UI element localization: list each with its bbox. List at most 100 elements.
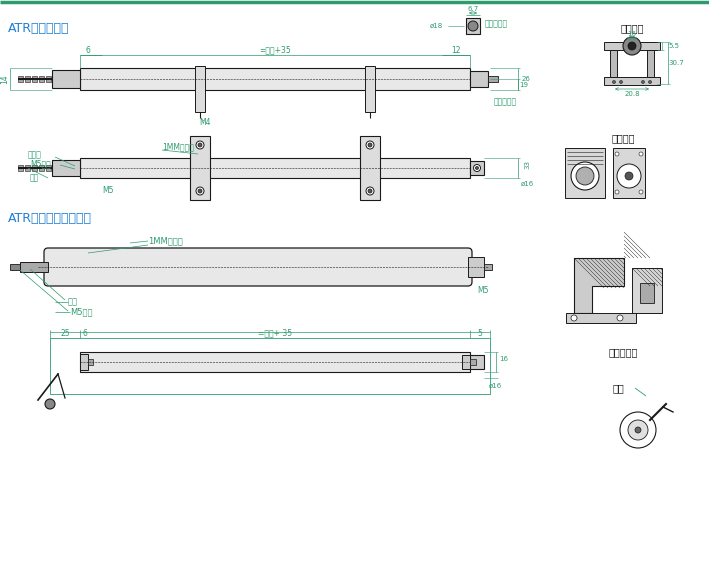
Text: ATR安装尺寸图: ATR安装尺寸图 <box>8 21 69 34</box>
Bar <box>52 160 80 176</box>
Text: 5: 5 <box>478 329 482 338</box>
Circle shape <box>571 315 577 321</box>
Bar <box>25 165 30 171</box>
Bar <box>52 70 80 88</box>
Bar <box>10 264 20 270</box>
Bar <box>195 66 205 112</box>
Bar <box>39 165 44 171</box>
Bar <box>468 257 484 277</box>
Text: 33: 33 <box>524 159 530 168</box>
Bar <box>360 136 380 200</box>
Text: 平垒片: 平垒片 <box>28 150 42 159</box>
Text: ø18: ø18 <box>430 23 443 29</box>
Circle shape <box>468 21 478 31</box>
Text: M5螺母: M5螺母 <box>70 307 92 316</box>
Bar <box>632 268 662 313</box>
Bar <box>640 283 654 303</box>
Text: M4: M4 <box>199 117 211 126</box>
Bar <box>470 359 476 365</box>
Bar <box>565 148 605 198</box>
Text: 铝合金支架: 铝合金支架 <box>608 347 637 357</box>
Text: 电线: 电线 <box>613 383 625 393</box>
Circle shape <box>649 80 652 84</box>
Circle shape <box>198 189 202 193</box>
Text: 16: 16 <box>500 356 508 362</box>
Circle shape <box>617 164 641 188</box>
Text: （直出线）: （直出线） <box>484 20 508 29</box>
Bar <box>610 50 617 77</box>
Bar <box>604 42 660 50</box>
Text: 16: 16 <box>627 31 637 37</box>
Circle shape <box>639 152 643 156</box>
Bar <box>20 262 48 272</box>
Bar <box>462 355 470 369</box>
Circle shape <box>620 412 656 448</box>
Circle shape <box>639 190 643 194</box>
Text: 25: 25 <box>60 329 69 338</box>
Circle shape <box>45 399 55 409</box>
Circle shape <box>635 427 641 433</box>
Bar <box>50 338 490 394</box>
Circle shape <box>366 141 374 149</box>
Circle shape <box>576 167 594 185</box>
Text: M5: M5 <box>477 286 489 295</box>
Circle shape <box>571 162 599 190</box>
Bar <box>613 148 645 198</box>
Text: 1MM胶垒片: 1MM胶垒片 <box>162 142 194 151</box>
Bar <box>604 77 660 85</box>
Circle shape <box>198 143 202 147</box>
Bar <box>566 313 636 323</box>
Text: 19: 19 <box>520 81 528 88</box>
Text: 6: 6 <box>82 329 87 338</box>
Text: ø16: ø16 <box>489 383 502 389</box>
Bar <box>25 76 30 82</box>
Bar <box>88 359 93 365</box>
Text: 五金支架: 五金支架 <box>620 23 644 33</box>
Circle shape <box>620 80 623 84</box>
Text: =型号+ 35: =型号+ 35 <box>258 329 292 338</box>
Text: 14: 14 <box>1 74 9 84</box>
Text: 20.8: 20.8 <box>624 91 640 97</box>
Circle shape <box>474 164 481 172</box>
FancyBboxPatch shape <box>44 248 472 286</box>
Text: ø16: ø16 <box>520 181 534 187</box>
Circle shape <box>368 189 372 193</box>
Circle shape <box>366 187 374 195</box>
Circle shape <box>476 167 479 169</box>
Bar <box>470 71 488 87</box>
Bar <box>647 50 654 77</box>
Circle shape <box>625 172 633 180</box>
Text: =型号+35: =型号+35 <box>259 45 291 54</box>
Bar <box>18 165 23 171</box>
Circle shape <box>617 315 623 321</box>
Bar <box>488 76 498 82</box>
Text: M5: M5 <box>102 186 113 195</box>
Bar <box>80 352 470 372</box>
Circle shape <box>613 80 615 84</box>
Bar <box>470 355 484 369</box>
Text: 6: 6 <box>86 45 91 54</box>
Bar <box>39 76 44 82</box>
Circle shape <box>615 190 619 194</box>
Text: 6.7: 6.7 <box>467 6 479 12</box>
Bar <box>470 161 484 175</box>
Text: ATR改装型安装尺寸图: ATR改装型安装尺寸图 <box>8 211 92 224</box>
Text: 弹介: 弹介 <box>30 173 39 182</box>
Polygon shape <box>574 258 624 313</box>
Bar <box>46 165 51 171</box>
Bar <box>32 165 37 171</box>
Bar <box>80 354 88 370</box>
Bar <box>365 66 375 112</box>
Text: 塑胶支架: 塑胶支架 <box>611 133 635 143</box>
Bar <box>46 76 51 82</box>
Bar <box>80 158 470 178</box>
Circle shape <box>642 80 644 84</box>
Text: （側出线）: （側出线） <box>493 98 517 107</box>
Circle shape <box>196 187 204 195</box>
Bar <box>484 264 492 270</box>
Circle shape <box>368 143 372 147</box>
Text: 5.5: 5.5 <box>669 43 679 49</box>
Bar <box>32 76 37 82</box>
Circle shape <box>628 420 648 440</box>
Text: M5螺母: M5螺母 <box>30 159 51 168</box>
